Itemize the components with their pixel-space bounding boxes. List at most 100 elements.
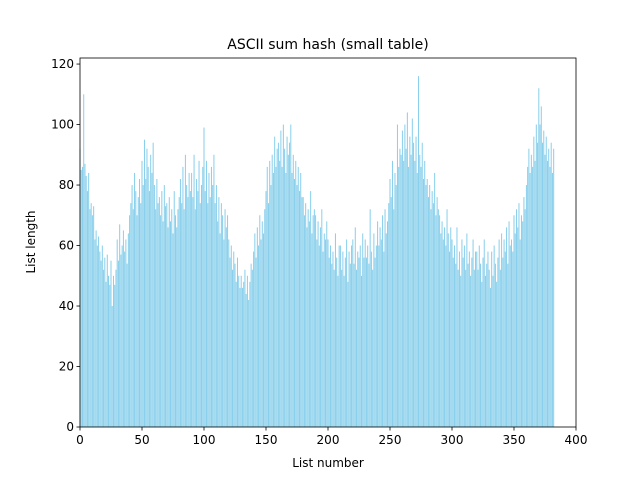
bar: [198, 160, 200, 427]
bar: [181, 203, 183, 427]
bar: [542, 142, 544, 427]
bar: [405, 148, 407, 427]
bar: [467, 263, 469, 427]
bar: [263, 233, 265, 427]
bar: [519, 239, 521, 427]
bar: [507, 263, 509, 427]
bar: [227, 215, 229, 427]
bar: [235, 281, 237, 427]
bar: [322, 251, 324, 427]
bar: [276, 148, 278, 427]
bar: [274, 136, 276, 427]
bar: [499, 269, 501, 427]
bar: [544, 154, 546, 428]
bar: [88, 172, 90, 427]
bar: [120, 254, 122, 427]
bar: [508, 221, 510, 427]
bar: [511, 239, 513, 427]
bar: [256, 227, 258, 427]
bar: [315, 215, 317, 427]
bar: [416, 172, 418, 427]
bar: [449, 251, 451, 427]
bar: [119, 224, 121, 427]
bar: [463, 245, 465, 427]
bar: [406, 112, 408, 427]
bar: [422, 178, 424, 427]
bar: [379, 227, 381, 427]
bar: [188, 172, 190, 427]
bar: [220, 203, 222, 427]
bar: [332, 251, 334, 427]
bar: [391, 160, 393, 427]
bar: [434, 172, 436, 427]
bar: [142, 185, 144, 427]
bar: [282, 124, 284, 427]
bar: [435, 215, 437, 427]
bar: [89, 209, 91, 427]
bar: [110, 260, 112, 427]
bar: [132, 209, 134, 427]
bar: [176, 227, 178, 427]
x-tick-label: 300: [441, 433, 464, 447]
bar: [199, 203, 201, 427]
bar: [320, 227, 322, 427]
bar: [172, 233, 174, 427]
bar: [116, 239, 118, 427]
bar: [301, 197, 303, 427]
bar: [410, 154, 412, 428]
bar: [218, 197, 220, 427]
bar: [168, 197, 170, 427]
bar: [472, 239, 474, 427]
bar: [419, 154, 421, 428]
bar: [466, 233, 468, 427]
bar: [129, 215, 131, 427]
bar: [385, 233, 387, 427]
bar: [390, 197, 392, 427]
bar: [545, 136, 547, 427]
bar: [349, 263, 351, 427]
y-tick-label: 60: [59, 239, 74, 253]
bar: [539, 124, 541, 427]
bar: [94, 239, 96, 427]
bar: [512, 251, 514, 427]
bar: [441, 221, 443, 427]
bar: [421, 142, 423, 427]
bar: [382, 215, 384, 427]
y-tick-label: 40: [59, 299, 74, 313]
bar: [289, 142, 291, 427]
y-axis-label: List length: [24, 210, 38, 273]
bar: [439, 215, 441, 427]
bar: [308, 221, 310, 427]
bar: [294, 178, 296, 427]
bar: [316, 239, 318, 427]
bar: [143, 139, 145, 427]
bar: [492, 275, 494, 427]
bar: [553, 148, 555, 427]
bar: [360, 275, 362, 427]
bar: [395, 185, 397, 427]
bar: [182, 166, 184, 427]
bar: [334, 233, 336, 427]
bar: [95, 230, 97, 427]
bar: [208, 172, 210, 427]
x-tick-label: 250: [379, 433, 402, 447]
bar: [135, 191, 137, 427]
bar: [150, 154, 152, 428]
bar: [145, 178, 147, 427]
bar: [105, 281, 107, 427]
bar: [90, 203, 92, 427]
bar: [520, 215, 522, 427]
bar: [329, 245, 331, 427]
bar: [223, 239, 225, 427]
bar: [323, 233, 325, 427]
bar: [155, 209, 157, 427]
bar: [158, 197, 160, 427]
bar: [351, 245, 353, 427]
bar: [271, 154, 273, 428]
bar: [543, 130, 545, 428]
bar: [224, 209, 226, 427]
bar: [264, 209, 266, 427]
bar: [215, 185, 217, 427]
bar: [486, 263, 488, 427]
bar: [338, 245, 340, 427]
